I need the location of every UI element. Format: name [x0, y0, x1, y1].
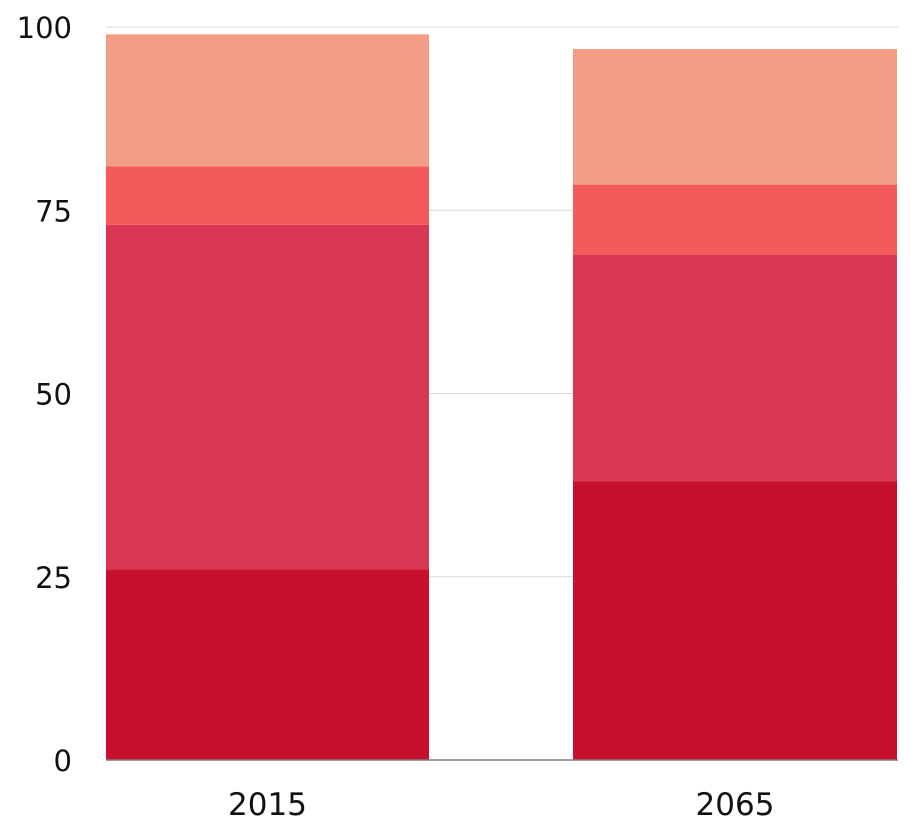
- bar-segment-2015-series-2: [106, 224, 429, 570]
- bar-segment-2065-series-2: [573, 254, 897, 482]
- y-tick-label-25: 25: [35, 561, 72, 595]
- y-tick-label-100: 100: [17, 11, 72, 45]
- y-tick-label-50: 50: [35, 378, 72, 412]
- bar-segment-2015-series-3: [106, 166, 429, 225]
- bar-segment-2065-series-3: [573, 184, 897, 255]
- x-category-label-2015: 2015: [228, 787, 307, 818]
- y-tick-label-0: 0: [54, 744, 72, 778]
- bar-segment-2015-series-4: [106, 34, 429, 167]
- bar-segments: [106, 34, 897, 760]
- bar-segment-2065-series-4: [573, 48, 897, 185]
- y-tick-label-75: 75: [35, 194, 72, 228]
- x-category-label-2065: 2065: [696, 787, 775, 818]
- bar-segment-2015-series-1: [106, 569, 429, 760]
- bar-segment-2065-series-1: [573, 481, 897, 760]
- labels: 0 25 50 75 100 2015 2065: [17, 11, 775, 818]
